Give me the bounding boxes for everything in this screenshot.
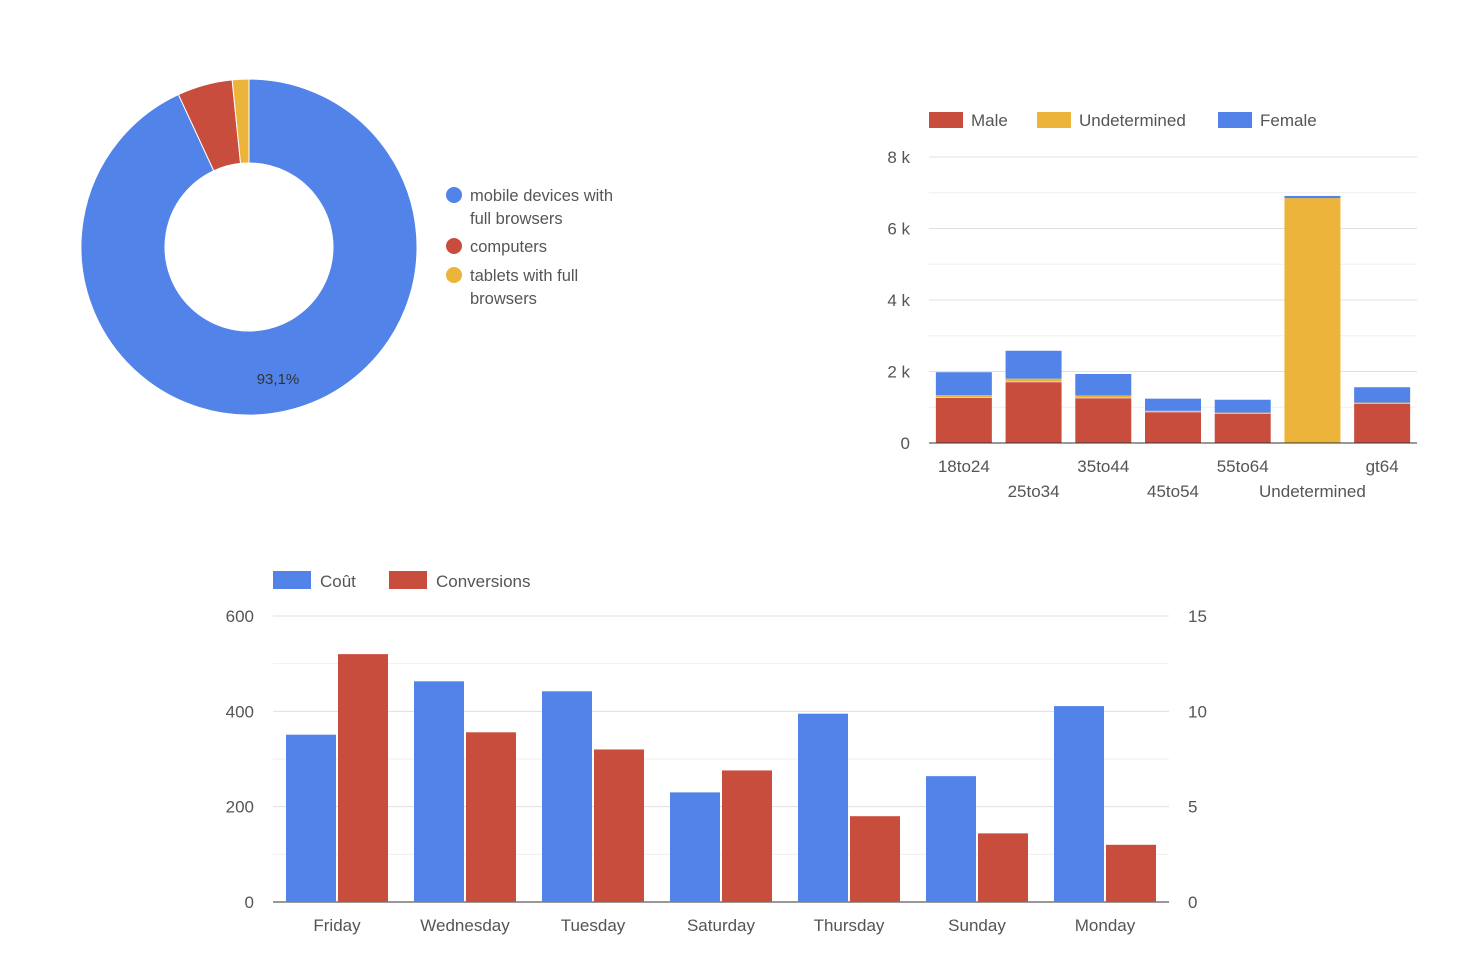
y-left-tick-label: 0	[245, 893, 254, 912]
donut-data-label: 93,1%	[257, 371, 300, 388]
x-tick-label: Friday	[313, 916, 361, 935]
bar-conversions	[594, 749, 644, 902]
x-tick-label: Monday	[1075, 916, 1136, 935]
bar-segment	[1284, 198, 1341, 443]
x-tick-label: 45to54	[1147, 482, 1199, 501]
bar-segment	[1005, 350, 1062, 379]
y-tick-label: 0	[901, 434, 910, 453]
legend-swatch	[273, 571, 311, 589]
bar-cout	[286, 734, 336, 902]
legend-swatch	[1037, 112, 1071, 128]
y-right-tick-label: 0	[1188, 893, 1197, 912]
legend-label: tablets with full browsers	[470, 267, 578, 308]
legend-swatch	[929, 112, 963, 128]
bar-segment	[935, 397, 992, 443]
y-tick-label: 8 k	[887, 148, 910, 167]
legend-marker-icon	[446, 187, 462, 203]
x-tick-label: 25to34	[1008, 482, 1060, 501]
x-tick-label: gt64	[1366, 457, 1399, 476]
bar-cout	[670, 792, 720, 902]
legend-label: mobile devices with full browsers	[470, 187, 613, 228]
x-tick-label: Wednesday	[420, 916, 510, 935]
bar-segment	[1005, 382, 1062, 443]
y-right-tick-label: 5	[1188, 798, 1197, 817]
bar-segment	[1145, 398, 1201, 411]
bar-segment	[1354, 403, 1411, 443]
y-right-tick-label: 15	[1188, 607, 1207, 626]
y-tick-label: 2 k	[887, 363, 910, 382]
bar-segment	[1145, 410, 1201, 412]
donut-chart: 93,1%	[80, 78, 418, 416]
x-tick-label: 35to44	[1077, 457, 1129, 476]
legend-swatch	[1218, 112, 1252, 128]
x-tick-label: Saturday	[687, 916, 756, 935]
y-tick-label: 4 k	[887, 291, 910, 310]
bar-cout	[798, 713, 848, 902]
legend-marker-icon	[446, 238, 462, 254]
x-tick-label: Tuesday	[561, 916, 626, 935]
bar-segment	[1075, 395, 1132, 398]
bar-conversions	[1106, 844, 1156, 902]
bar-cout	[1054, 706, 1104, 902]
donut-slice	[231, 78, 250, 164]
legend-label: Female	[1260, 111, 1317, 130]
donut-legend: mobile devices with full browsers computer…	[446, 187, 613, 308]
y-right-tick-label: 10	[1188, 702, 1207, 721]
bar-segment	[935, 395, 992, 398]
bar-segment	[1354, 387, 1411, 403]
bar-segment	[1354, 402, 1411, 404]
bar-segment	[1075, 398, 1132, 443]
legend-label: Undetermined	[1079, 111, 1186, 130]
y-left-tick-label: 600	[226, 607, 254, 626]
stacked-bar-chart: 0 2 k 4 k 6 k 8 k Male Undetermined Female 18to2…	[887, 111, 1417, 501]
legend-swatch	[389, 571, 427, 589]
legend-label: Male	[971, 111, 1008, 130]
bar-segment	[935, 372, 992, 396]
bar-cout	[542, 691, 592, 902]
legend-label: Conversions	[436, 572, 531, 591]
bar-conversions	[978, 833, 1028, 902]
bar-segment	[1214, 413, 1271, 443]
bar-conversions	[338, 654, 388, 902]
x-tick-label: 55to64	[1217, 457, 1269, 476]
x-tick-label: Sunday	[948, 916, 1006, 935]
bar-cout	[926, 776, 976, 902]
grouped-bar-chart: 0 200 400 600 0 5 10 15 Coût Conversions Friday Wed…	[226, 571, 1207, 935]
bar-segment	[1214, 412, 1271, 414]
bar-segment	[1075, 374, 1132, 396]
x-tick-label: 18to24	[938, 457, 990, 476]
legend-label: computers	[470, 238, 547, 256]
x-tick-label: Thursday	[814, 916, 885, 935]
bar-conversions	[722, 770, 772, 902]
bar-conversions	[850, 816, 900, 902]
donut-slice	[80, 78, 418, 416]
bar-conversions	[466, 732, 516, 902]
bar-segment	[1005, 378, 1062, 382]
bar-segment	[1145, 412, 1201, 443]
y-left-tick-label: 200	[226, 798, 254, 817]
legend-label: Coût	[320, 572, 356, 591]
x-tick-label: Undetermined	[1259, 482, 1366, 501]
bar-segment	[1284, 195, 1341, 199]
bar-segment	[1214, 399, 1271, 413]
legend-marker-icon	[446, 267, 462, 283]
y-left-tick-label: 400	[226, 702, 254, 721]
bar-cout	[414, 681, 464, 902]
y-tick-label: 6 k	[887, 220, 910, 239]
